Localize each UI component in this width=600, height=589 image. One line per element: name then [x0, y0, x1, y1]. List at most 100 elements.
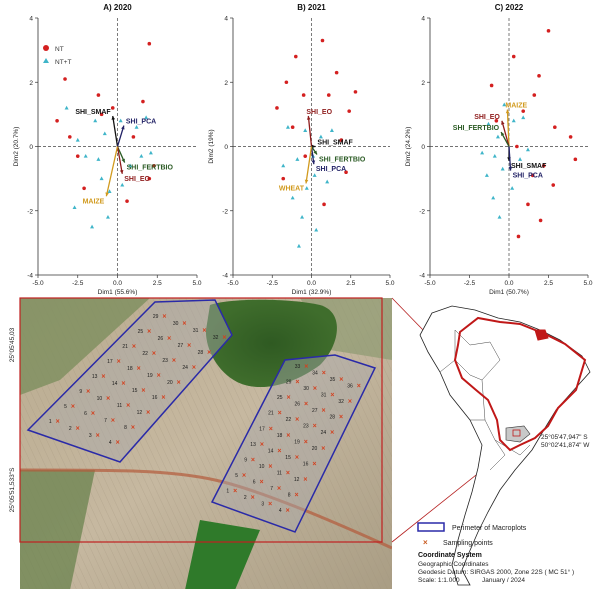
sampling-point-number: 26 [158, 336, 164, 342]
sampling-point-number: 28 [198, 350, 204, 356]
macroplot-left [26, 299, 233, 463]
ntt-point [96, 157, 101, 161]
ntt-point [329, 128, 334, 132]
nt-point [152, 163, 156, 168]
legend-ntt-label: NT+T [55, 59, 71, 66]
ntt-point [511, 118, 516, 123]
sampling-point-marker: × [304, 364, 308, 371]
sampling-point-number: 29 [286, 380, 292, 386]
sampling-point-number: 5 [235, 473, 238, 479]
map-legend: Perimeter of Macroplots × Sampling point… [417, 522, 574, 584]
sampling-point-marker: × [286, 470, 290, 477]
sampling-point-number: 8 [124, 425, 127, 431]
sampling-point-marker: × [295, 379, 299, 386]
sampling-point-number: 20 [312, 446, 318, 452]
sampling-point-number: 5 [64, 404, 67, 410]
sampling-point-number: 35 [330, 377, 336, 383]
ntt-point [99, 176, 104, 181]
ntt-point [484, 173, 489, 177]
nt-point [284, 80, 289, 85]
sampling-point-number: 32 [338, 399, 344, 405]
sampling-point-marker: × [330, 392, 334, 399]
ntt-point [497, 214, 502, 219]
loading-vector-head [313, 150, 317, 155]
sampling-point-marker: × [313, 423, 317, 430]
sampling-point-marker: × [132, 344, 136, 351]
parana-state [505, 425, 531, 443]
x-axis-label: Dim1 (55.6%) [98, 289, 138, 296]
sampling-point-marker: × [162, 314, 166, 321]
nt-point [537, 74, 541, 78]
vector-label: SHI_SMAF [511, 163, 547, 170]
sampling-point-marker: × [71, 404, 75, 411]
sampling-point-number: 2 [244, 495, 247, 501]
sampling-point-marker: × [56, 419, 60, 426]
y-tick-label: 0 [224, 144, 228, 151]
sampling-point-number: 30 [303, 386, 309, 392]
ntt-point [107, 189, 112, 193]
ntt-point [300, 214, 305, 219]
sampling-point-number: 13 [92, 374, 98, 380]
y-tick-label: 2 [421, 80, 425, 87]
sampling-point-number: 18 [127, 366, 133, 372]
nt-point [63, 77, 67, 81]
ntt-point [83, 153, 88, 158]
sampling-point-number: 25 [138, 329, 144, 335]
sampling-point-marker: × [322, 370, 326, 377]
crop-patch-darkgreen [185, 520, 260, 589]
biplot-legend: NT NT+T [43, 45, 71, 66]
nt-point [516, 234, 521, 239]
nt-point [99, 112, 104, 117]
ntt-point [502, 102, 507, 107]
sampling-point-number: 31 [321, 393, 327, 399]
sampling-point-marker: × [202, 328, 206, 335]
sampling-point-marker: × [222, 335, 226, 342]
sampling-point-marker: × [269, 426, 273, 433]
vector-label: MAIZE [505, 103, 527, 110]
inset-longitude: 50°02'41,874" W [541, 441, 590, 449]
y-tick-label: -4 [222, 273, 228, 280]
nt-point [494, 119, 499, 123]
sampling-point-number: 9 [244, 457, 247, 463]
sampling-point-marker: × [303, 476, 307, 483]
nt-point [347, 109, 351, 113]
loading-vector-head [121, 125, 125, 130]
nt-point [125, 199, 129, 203]
y-axis-label: Dim2 (20.7%) [13, 127, 20, 167]
brazil-outline [453, 316, 587, 452]
nt-point [568, 135, 573, 139]
x-tick-label: -5.0 [424, 280, 436, 287]
sampling-point-number: 23 [303, 424, 309, 430]
y-axis-label: Dim2 (19%) [208, 129, 215, 163]
nt-point [344, 170, 348, 174]
sampling-point-marker: × [313, 386, 317, 393]
nt-point [294, 54, 298, 59]
sampling-point-number: 6 [84, 411, 87, 417]
dirt-road [20, 468, 392, 550]
sampling-point-number: 1 [49, 419, 52, 425]
sampling-point-marker: × [91, 411, 95, 418]
legend-nt-marker [43, 45, 49, 51]
x-tick-label: -2.5 [72, 280, 84, 287]
loading-vector [508, 146, 512, 171]
legend-ntt-marker [43, 58, 49, 63]
ntt-point [318, 134, 323, 139]
sampling-point-number: 24 [321, 430, 327, 436]
sampling-point-marker: × [295, 492, 299, 499]
sampling-point-number: 14 [268, 448, 274, 454]
panel-title: C) 2022 [495, 3, 524, 12]
nt-point [82, 186, 86, 191]
sampling-point-number: 1 [226, 488, 229, 494]
aerial-map: ×1×2×3×4×5×6×7×8×9×10×11×12×13×14×15×16×… [8, 297, 392, 589]
ntt-point [303, 128, 308, 132]
sampling-point-number: 27 [312, 408, 318, 414]
scale-label: Scale: 1:1.000 [418, 577, 460, 584]
sampling-point-marker: × [286, 395, 290, 402]
sampling-point-number: 3 [89, 433, 92, 439]
loading-vector-head [111, 115, 116, 120]
sampling-point-number: 33 [295, 364, 301, 370]
sampling-point-number: 16 [303, 461, 309, 467]
nt-point [515, 144, 519, 149]
sampling-point-marker: × [286, 432, 290, 439]
nt-point [546, 29, 551, 33]
